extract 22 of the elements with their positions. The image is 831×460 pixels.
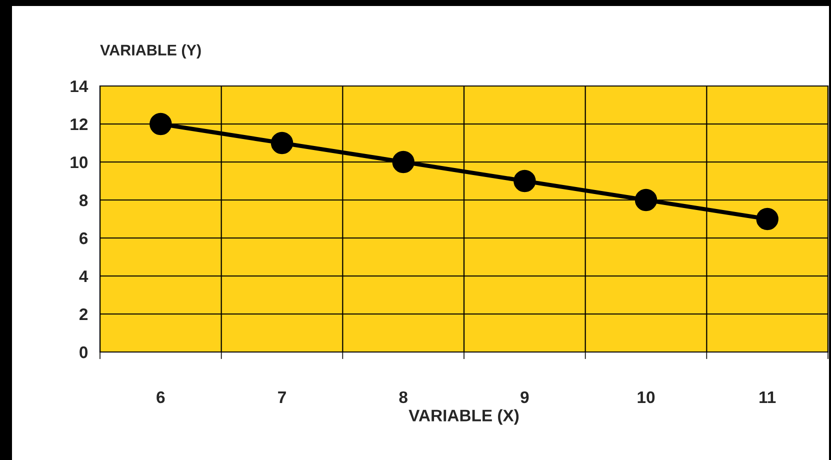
x-tick-label: 9 — [520, 391, 529, 404]
point — [270, 132, 294, 154]
y-tick-label: 0 — [80, 346, 88, 358]
y-tick-label: 4 — [79, 270, 88, 282]
point — [634, 188, 658, 212]
point — [756, 208, 778, 230]
y-tick-label: 8 — [79, 194, 88, 206]
x-tick-label: 8 — [399, 391, 408, 404]
point — [514, 170, 536, 192]
point — [150, 112, 172, 136]
y-tick-label: 6 — [80, 232, 88, 244]
x-tick-label: 11 — [760, 392, 776, 403]
x-tick-label: 10 — [638, 391, 655, 404]
x-tick-label: 6 — [156, 391, 165, 404]
y-axis-title: VARIABLE (Y) — [100, 44, 201, 59]
y-tick-label: 10 — [70, 156, 88, 168]
x-tick-label: 7 — [278, 392, 286, 403]
x-axis-title: VARIABLE (X) — [408, 409, 519, 425]
point — [392, 150, 414, 174]
y-tick-label: 12 — [70, 118, 88, 130]
y-tick-label: 14 — [70, 80, 88, 92]
y-tick-label: 2 — [80, 308, 88, 320]
